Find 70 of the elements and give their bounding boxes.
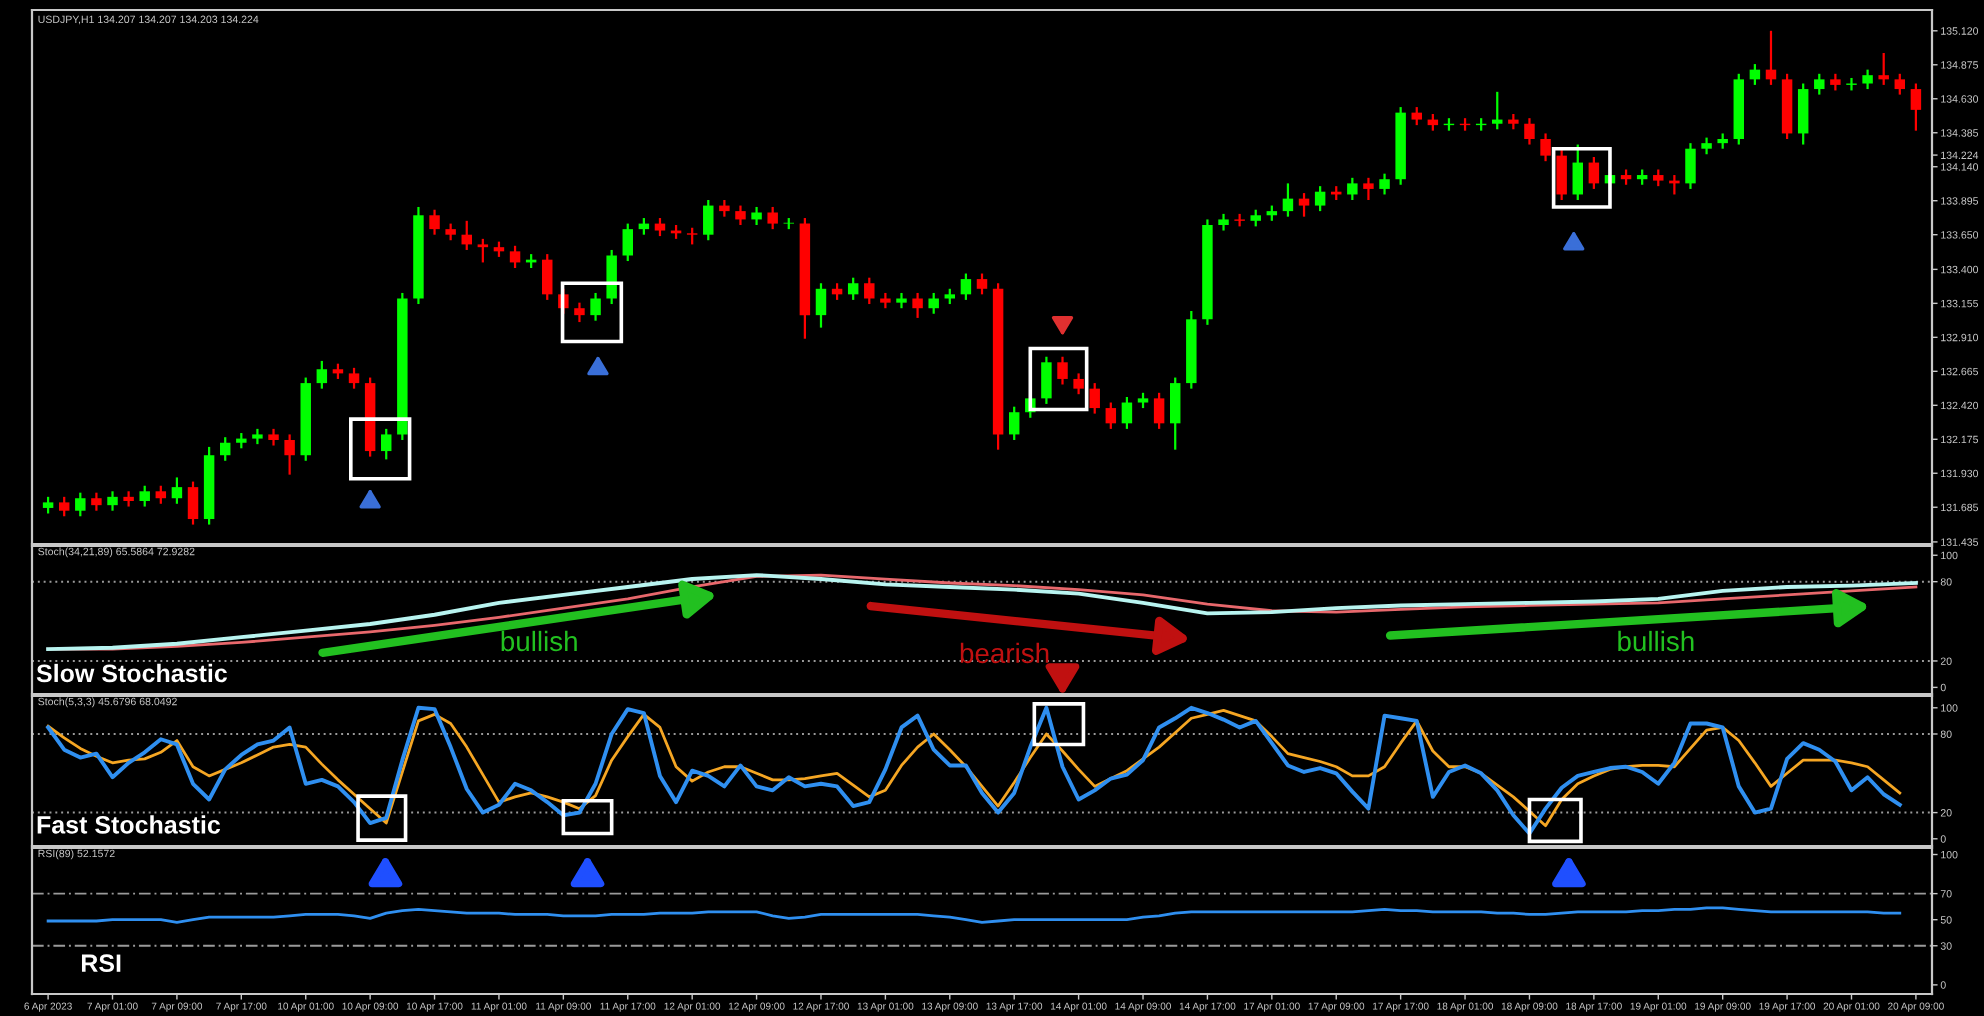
candlestick <box>139 484 150 508</box>
candlestick <box>654 216 666 238</box>
annotation: bearish <box>960 642 1049 664</box>
candlestick <box>847 276 859 301</box>
candlestick <box>1008 405 1020 442</box>
candlestick <box>912 291 923 320</box>
candlestick <box>1089 382 1100 415</box>
candlestick <box>187 480 199 526</box>
candlestick <box>219 436 231 462</box>
candlestick <box>606 248 617 306</box>
candlestick <box>1540 132 1551 163</box>
candlestick <box>574 301 585 324</box>
candlestick <box>976 272 988 296</box>
candlestick <box>1282 182 1294 218</box>
candlestick <box>348 366 360 390</box>
candlestick <box>815 282 827 329</box>
candlestick <box>155 484 167 505</box>
candlestick <box>751 205 762 227</box>
candlestick <box>864 276 875 306</box>
candlestick <box>107 490 118 512</box>
candlestick <box>91 491 102 512</box>
text: Fast Stochastic <box>37 815 221 834</box>
candlestick <box>1153 391 1165 430</box>
candlestick <box>381 427 392 461</box>
candlestick <box>1492 90 1503 131</box>
candlestick <box>590 291 601 322</box>
candlestick <box>58 495 70 518</box>
candlestick <box>1862 68 1873 91</box>
candlestick <box>316 359 328 390</box>
candlestick <box>622 222 633 263</box>
candlestick <box>509 244 521 270</box>
candlestick <box>1572 143 1583 202</box>
candlestick <box>429 208 440 236</box>
candlestick <box>542 253 553 301</box>
candlestick <box>284 433 295 476</box>
candlestick <box>1878 51 1889 87</box>
candlestick <box>1105 401 1117 430</box>
candlestick <box>1814 72 1825 96</box>
annotation: bullish <box>501 630 577 652</box>
candlestick <box>1556 148 1567 202</box>
candlestick <box>1347 176 1358 202</box>
candlestick <box>1797 82 1809 146</box>
candlestick <box>1298 191 1310 218</box>
text: RSI <box>81 954 121 973</box>
candlestick <box>75 491 86 518</box>
candlestick <box>1894 72 1906 96</box>
candlestick <box>123 490 134 508</box>
candlestick <box>1169 376 1181 451</box>
candlestick <box>1041 355 1052 406</box>
candlestick <box>1121 395 1133 430</box>
candlestick <box>1588 155 1600 191</box>
candlestick <box>767 205 778 231</box>
candlestick <box>960 272 972 301</box>
candlestick <box>1379 172 1390 196</box>
candlestick <box>1910 82 1922 132</box>
candlestick <box>928 291 939 315</box>
candlestick <box>1314 185 1326 213</box>
text: Slow Stochastic <box>36 663 227 683</box>
candlestick <box>1524 117 1535 146</box>
candlestick <box>1363 176 1374 202</box>
candlestick <box>1685 142 1696 191</box>
candlestick <box>703 198 714 242</box>
annotation: bullish <box>1618 630 1694 652</box>
candlestick <box>477 237 489 264</box>
candlestick <box>171 476 183 505</box>
candlestick <box>1073 372 1084 396</box>
candlestick <box>1057 355 1068 386</box>
candlestick <box>1411 105 1422 127</box>
line-series <box>46 906 1902 924</box>
candlestick <box>735 204 746 227</box>
